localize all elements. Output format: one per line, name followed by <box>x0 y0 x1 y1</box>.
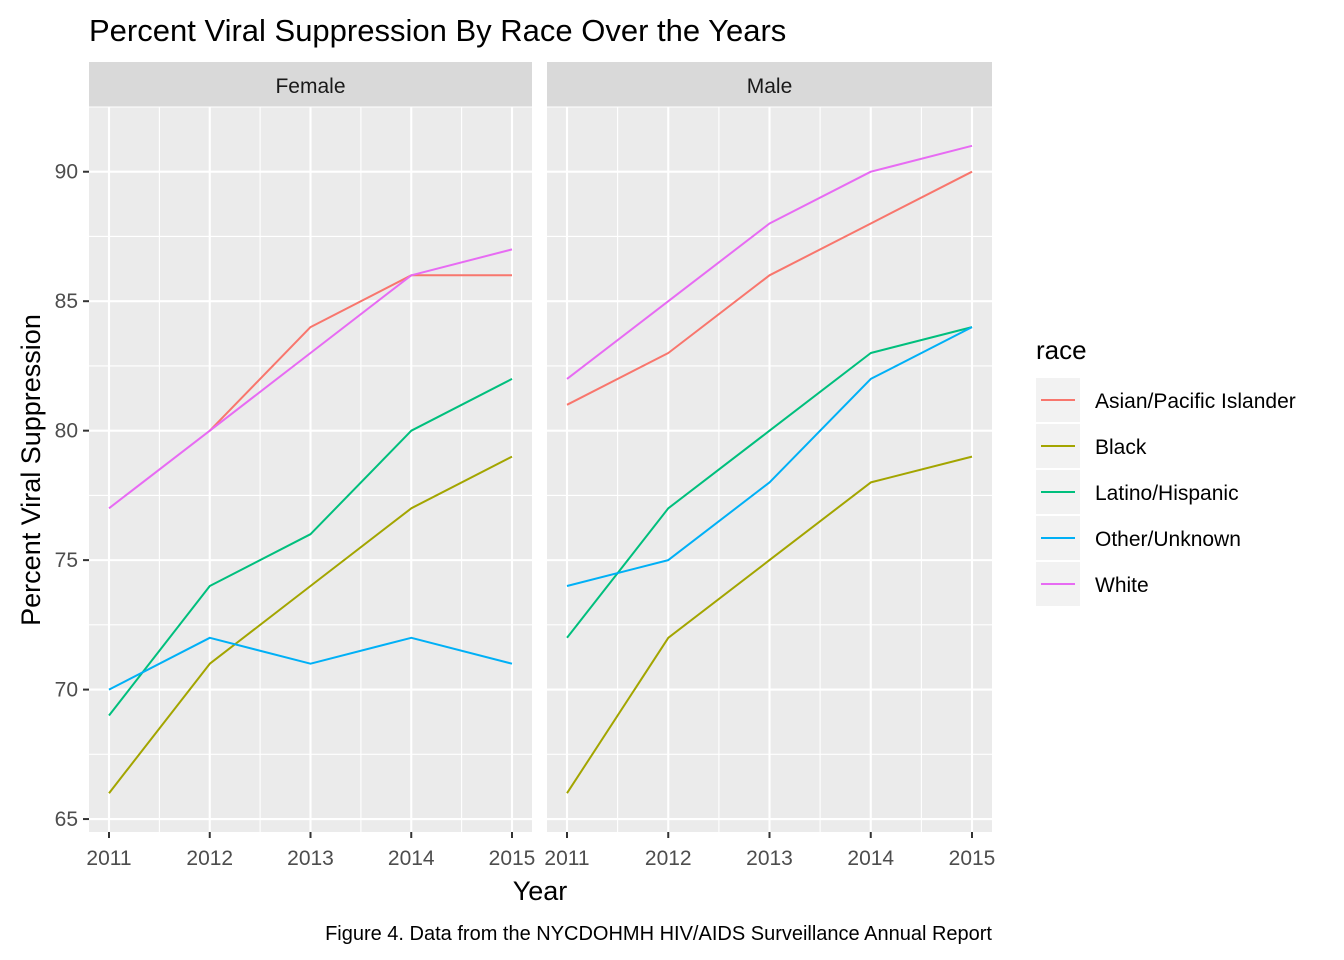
legend-entry: Asian/Pacific Islander <box>1036 378 1296 422</box>
legend-title: race <box>1036 335 1087 365</box>
x-tick-label: 2011 <box>544 847 589 870</box>
legend-label: White <box>1095 574 1149 597</box>
facet-panels: Female 2011 2012 2013 2014 2015 65 70 75 80 85 90 Ma… <box>55 62 995 870</box>
x-tick-label: 2012 <box>186 847 233 870</box>
legend-label: Other/Unknown <box>1095 528 1241 551</box>
legend-entry: Other/Unknown <box>1036 516 1241 560</box>
series-line-white <box>566 144 973 380</box>
figure-caption: Figure 4. Data from the NYCDOHMH HIV/AID… <box>325 923 992 945</box>
series-line-white <box>108 248 513 510</box>
facet-panel-female: Female 2011 2012 2013 2014 2015 65 70 75 80 85 90 <box>55 62 536 870</box>
chart-title: Percent Viral Suppression By Race Over t… <box>89 13 786 48</box>
y-tick-label: 90 <box>55 161 78 184</box>
legend-label: Latino/Hispanic <box>1095 482 1239 505</box>
series-line-black <box>108 455 513 794</box>
facet-strip <box>89 62 532 107</box>
legend-label: Asian/Pacific Islander <box>1095 390 1296 413</box>
series-line-other-unknown <box>108 636 513 691</box>
y-tick-label: 65 <box>55 808 78 831</box>
legend-entry: Latino/Hispanic <box>1036 470 1239 514</box>
legend-entry: White <box>1036 562 1149 606</box>
series-line-asian-pacific-islander <box>209 274 512 432</box>
x-tick-label: 2014 <box>388 847 435 870</box>
y-axis-title: Percent Viral Suppression <box>16 314 46 626</box>
series-line-asian-pacific-islander <box>566 170 973 406</box>
legend-entry: Black <box>1036 424 1147 468</box>
x-tick-label: 2011 <box>86 847 131 870</box>
series-line-other-unknown <box>566 326 973 587</box>
x-axis-title: Year <box>513 876 568 906</box>
x-tick-label: 2015 <box>489 847 536 870</box>
series-line-latino-hispanic <box>566 326 973 639</box>
y-tick-label: 75 <box>55 549 78 572</box>
series-line-latino-hispanic <box>108 378 513 717</box>
series-line-black <box>566 455 973 794</box>
x-tick-label: 2015 <box>949 847 996 870</box>
legend-label: Black <box>1095 436 1147 459</box>
x-tick-label: 2014 <box>847 847 894 870</box>
legend: race Asian/Pacific Islander Black Latino/H… <box>1036 335 1296 606</box>
x-tick-label: 2013 <box>287 847 334 870</box>
x-tick-label: 2012 <box>645 847 692 870</box>
y-tick-label: 85 <box>55 290 78 313</box>
x-tick-label: 2013 <box>746 847 793 870</box>
facet-strip-label: Male <box>747 75 793 98</box>
y-tick-label: 80 <box>55 420 78 443</box>
y-tick-label: 70 <box>55 679 78 702</box>
facet-panel-male: Male 2011 2012 2013 2014 2015 <box>544 62 995 870</box>
facet-strip <box>547 62 992 107</box>
facet-strip-label: Female <box>275 75 345 98</box>
